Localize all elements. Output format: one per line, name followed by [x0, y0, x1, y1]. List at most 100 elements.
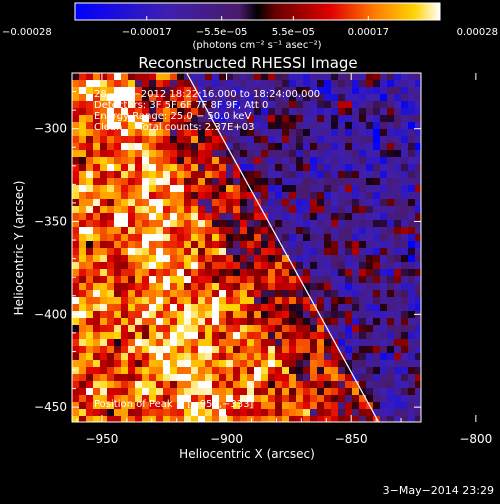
annotation-peak-position: Position of Peak = [−952,−333]: [94, 399, 253, 410]
heatmap-cell: [296, 339, 304, 347]
heatmap-cell: [170, 122, 178, 130]
heatmap-cell: [317, 318, 325, 326]
heatmap-cell: [254, 171, 262, 179]
heatmap-cell: [170, 80, 178, 88]
heatmap-cell: [331, 157, 339, 165]
heatmap-cell: [114, 332, 122, 340]
heatmap-cell: [275, 374, 283, 382]
heatmap-cell: [114, 80, 122, 88]
heatmap-cell: [163, 220, 171, 228]
heatmap-cell: [156, 199, 164, 207]
heatmap-cell: [394, 178, 402, 186]
heatmap-cell: [303, 311, 311, 319]
plot-frame: [71, 72, 422, 423]
heatmap-cell: [93, 234, 101, 242]
heatmap-cell: [359, 360, 367, 368]
heatmap-cell: [170, 192, 178, 200]
heatmap-cell: [191, 339, 199, 347]
heatmap-cell: [86, 192, 94, 200]
heatmap-cell: [233, 262, 241, 270]
heatmap-cell: [191, 416, 199, 422]
heatmap-cell: [359, 290, 367, 298]
heatmap-cell: [296, 213, 304, 221]
heatmap-cell: [170, 199, 178, 207]
heatmap-cell: [163, 283, 171, 291]
heatmap-cell: [86, 87, 94, 95]
heatmap-cell: [163, 346, 171, 354]
heatmap-cell: [156, 241, 164, 249]
heatmap-cell: [128, 101, 136, 109]
heatmap-cell: [107, 80, 115, 88]
heatmap-cell: [184, 339, 192, 347]
heatmap-cell: [128, 157, 136, 165]
heatmap-cell: [184, 381, 192, 389]
heatmap-cell: [268, 395, 276, 403]
heatmap-cell: [331, 262, 339, 270]
heatmap-cell: [198, 339, 206, 347]
heatmap-cell: [247, 381, 255, 389]
heatmap-cell: [93, 318, 101, 326]
heatmap-cell: [247, 325, 255, 333]
heatmap-cell: [100, 374, 108, 382]
heatmap-cell: [373, 353, 381, 361]
heatmap-cell: [240, 157, 248, 165]
colorbar-tick-label: −5.5e−05: [196, 27, 248, 38]
heatmap-cell: [142, 213, 150, 221]
heatmap-cell: [170, 115, 178, 123]
heatmap-cell: [268, 150, 276, 158]
heatmap-cell: [282, 269, 290, 277]
heatmap-cell: [387, 311, 395, 319]
heatmap-cell: [317, 94, 325, 102]
heatmap-cell: [107, 227, 115, 235]
heatmap-cell: [394, 395, 402, 403]
heatmap-cell: [310, 73, 318, 81]
heatmap-cell: [72, 374, 80, 382]
heatmap-cell: [289, 367, 297, 375]
heatmap-cell: [303, 171, 311, 179]
heatmap-cell: [345, 129, 353, 137]
heatmap-cell: [121, 213, 129, 221]
heatmap-cell: [149, 318, 157, 326]
heatmap-cell: [303, 346, 311, 354]
heatmap-cell: [93, 164, 101, 172]
heatmap-cell: [177, 87, 185, 95]
heatmap-cell: [380, 381, 388, 389]
heatmap-cell: [100, 304, 108, 312]
heatmap-cell: [324, 311, 332, 319]
heatmap-cell: [366, 108, 374, 116]
heatmap-cell: [373, 290, 381, 298]
heatmap-cell: [177, 94, 185, 102]
heatmap-cell: [401, 241, 409, 249]
heatmap-cell: [142, 241, 150, 249]
heatmap-cell: [338, 353, 346, 361]
heatmap-cell: [282, 283, 290, 291]
heatmap-cell: [86, 164, 94, 172]
heatmap-cell: [233, 171, 241, 179]
heatmap-cell: [338, 395, 346, 403]
heatmap-cell: [135, 87, 143, 95]
heatmap-cell: [191, 87, 199, 95]
heatmap-cell: [289, 192, 297, 200]
heatmap-cell: [212, 388, 220, 396]
heatmap-cell: [401, 416, 409, 422]
heatmap-cell: [366, 304, 374, 312]
heatmap-cell: [240, 339, 248, 347]
heatmap-cell: [226, 360, 234, 368]
heatmap-cell: [219, 185, 227, 193]
heatmap-cell: [289, 199, 297, 207]
heatmap-cell: [233, 108, 241, 116]
heatmap-cell: [149, 381, 157, 389]
heatmap-cell: [324, 206, 332, 214]
heatmap-cell: [79, 108, 87, 116]
heatmap-cell: [373, 171, 381, 179]
heatmap-cell: [254, 283, 262, 291]
heatmap-cell: [373, 248, 381, 256]
heatmap-cell: [114, 262, 122, 270]
heatmap-cell: [394, 360, 402, 368]
heatmap-cell: [352, 206, 360, 214]
heatmap-cell: [107, 220, 115, 228]
heatmap-cell: [296, 192, 304, 200]
heatmap-cell: [177, 367, 185, 375]
heatmap-cell: [198, 381, 206, 389]
heatmap-cell: [296, 115, 304, 123]
